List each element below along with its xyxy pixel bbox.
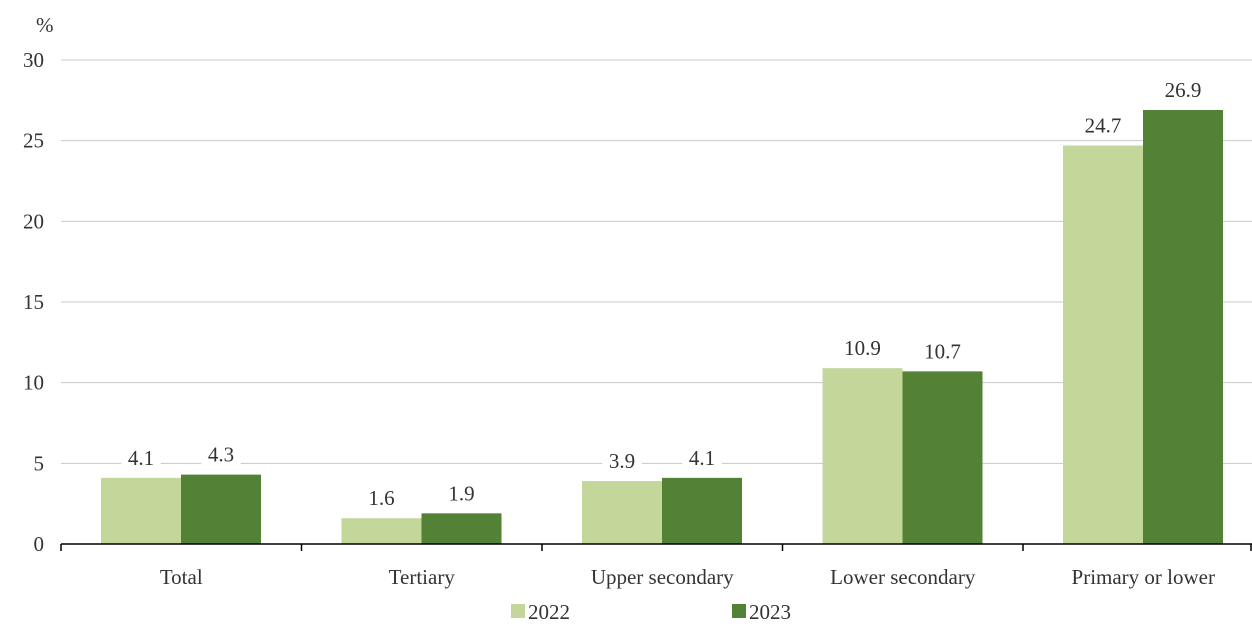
x-tick-label: Lower secondary bbox=[830, 565, 976, 589]
y-tick-label: 0 bbox=[34, 532, 45, 556]
legend: 2022 2023 bbox=[511, 600, 791, 624]
data-label-background bbox=[441, 482, 482, 507]
x-tick-label: Total bbox=[160, 565, 203, 589]
legend-swatch-2023 bbox=[732, 604, 746, 618]
bar-2023 bbox=[1143, 110, 1223, 544]
gridlines bbox=[61, 59, 1252, 464]
data-label: 10.7 bbox=[924, 339, 961, 363]
legend-label: 2023 bbox=[749, 600, 791, 624]
data-label: 4.1 bbox=[128, 446, 154, 470]
data-label: 4.1 bbox=[689, 446, 715, 470]
y-tick-label: 5 bbox=[34, 451, 45, 475]
data-label-background bbox=[682, 446, 722, 471]
bar-2023 bbox=[421, 513, 502, 544]
bars bbox=[101, 110, 1223, 545]
data-label-background bbox=[602, 450, 642, 475]
data-label: 10.9 bbox=[844, 336, 881, 360]
x-tick-label: Upper secondary bbox=[591, 565, 734, 589]
data-label: 1.9 bbox=[448, 481, 474, 505]
bar-2022 bbox=[822, 368, 903, 544]
data-label-background bbox=[121, 446, 161, 471]
data-label: 3.9 bbox=[609, 449, 635, 473]
y-tick-label: 30 bbox=[23, 48, 44, 72]
bar-2023 bbox=[662, 477, 742, 544]
legend-swatch-2022 bbox=[511, 604, 525, 618]
data-label-background bbox=[837, 337, 888, 362]
bar-2023 bbox=[902, 371, 983, 544]
bar-2022 bbox=[582, 481, 662, 544]
bar-2022 bbox=[1063, 145, 1143, 545]
x-tick-label: Tertiary bbox=[389, 565, 456, 589]
data-label-background bbox=[1158, 79, 1208, 104]
data-label: 24.7 bbox=[1085, 114, 1122, 138]
bar-2022 bbox=[101, 477, 181, 544]
y-tick-label: 20 bbox=[23, 209, 44, 233]
data-labels: 4.1 4.3 1.6 1.9 3.9 4.1 10.9 10.7 24.7 26.9 bbox=[121, 78, 1208, 512]
data-label: 26.9 bbox=[1165, 78, 1202, 102]
legend-label: 2022 bbox=[528, 600, 570, 624]
data-label-background bbox=[917, 340, 968, 365]
axes: 0 5 10 15 20 25 30 Total Tertiary Upper secondary… bbox=[23, 48, 1252, 589]
y-tick-label: 25 bbox=[23, 129, 44, 153]
data-label-background bbox=[201, 443, 241, 468]
x-tick-label: Primary or lower bbox=[1072, 565, 1215, 589]
y-tick-label: 10 bbox=[23, 371, 44, 395]
y-tick-label: 15 bbox=[23, 290, 44, 314]
data-label: 4.3 bbox=[208, 443, 234, 467]
data-label-background bbox=[361, 487, 402, 512]
y-axis-unit-label: % bbox=[36, 13, 54, 37]
bar-2022 bbox=[341, 518, 422, 544]
data-label: 1.6 bbox=[368, 486, 394, 510]
data-label-background bbox=[1078, 114, 1128, 139]
bar-2023 bbox=[181, 474, 261, 544]
